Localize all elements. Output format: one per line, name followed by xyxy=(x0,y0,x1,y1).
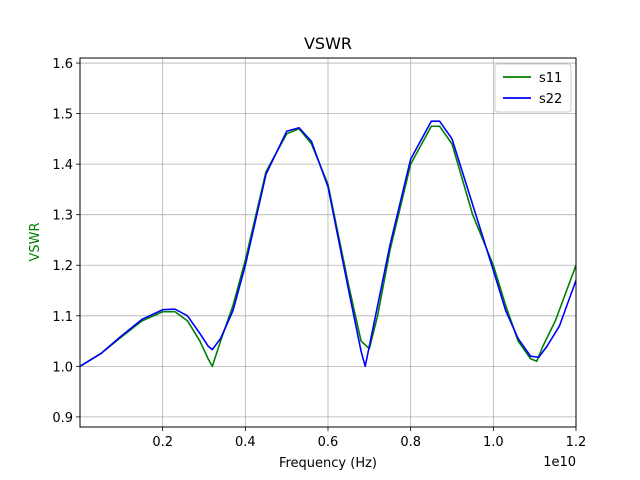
x-offset-label: 1e10 xyxy=(543,455,576,470)
x-tick-label: 0.2 xyxy=(152,435,173,450)
series-line-s22 xyxy=(79,120,577,368)
legend-label-s22: s22 xyxy=(539,92,562,107)
y-tick-label: 1.1 xyxy=(52,310,73,325)
y-axis-label: VSWR xyxy=(28,222,43,261)
y-tick-label: 1.6 xyxy=(52,57,73,72)
x-tick-label: 1.2 xyxy=(566,435,587,450)
y-tick-label: 1.2 xyxy=(52,259,73,274)
y-tick-label: 1.4 xyxy=(52,158,73,173)
x-axis-label: Frequency (Hz) xyxy=(279,456,377,471)
x-tick-label: 0.6 xyxy=(318,435,339,450)
grid xyxy=(80,58,577,427)
ticks: 0.2 0.4 0.6 0.8 1.0 1.2 0.9 1.0 1.1 1.2 1.3 1.4 1.5 1… xyxy=(52,57,586,450)
x-tick-label: 0.4 xyxy=(235,435,256,450)
y-tick-label: 0.9 xyxy=(52,411,73,426)
series-layer xyxy=(79,120,577,368)
legend-box xyxy=(494,63,572,113)
x-tick-label: 0.8 xyxy=(400,435,421,450)
x-tick-label: 1.0 xyxy=(483,435,504,450)
y-tick-label: 1.0 xyxy=(52,360,73,375)
y-tick-label: 1.5 xyxy=(52,108,73,123)
chart-title: VSWR xyxy=(304,34,352,53)
y-tick-label: 1.3 xyxy=(52,209,73,224)
legend-label-s11: s11 xyxy=(539,71,562,86)
